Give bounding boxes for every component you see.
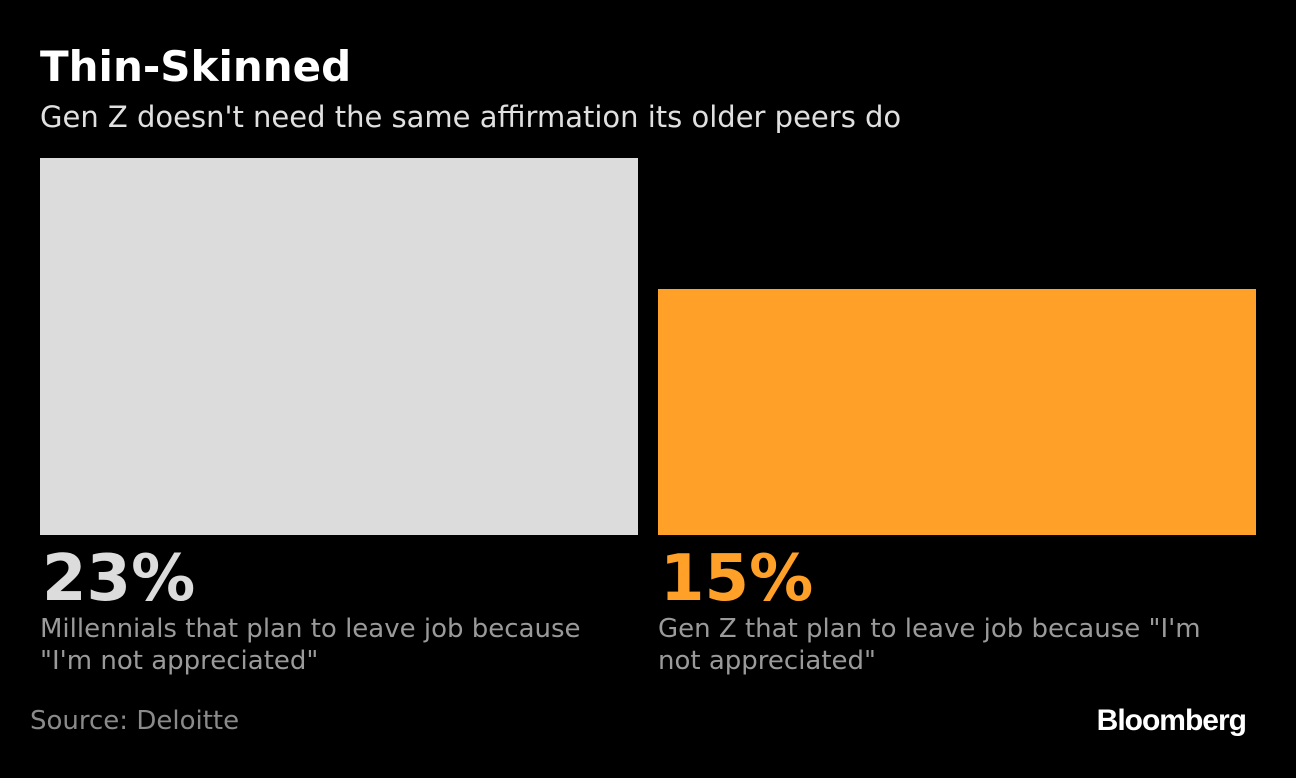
- source-note: Source: Deloitte: [30, 706, 240, 736]
- value-label: 23%: [42, 542, 196, 616]
- chart-subtitle: Gen Z doesn't need the same affirmation …: [40, 100, 902, 134]
- bar: [40, 158, 638, 535]
- category-label: Millennials that plan to leave job becau…: [40, 614, 581, 676]
- brand-logo: Bloomberg: [1096, 704, 1247, 737]
- value-label: 15%: [660, 542, 814, 616]
- category-label: Gen Z that plan to leave job because "I'…: [658, 614, 1201, 676]
- bar: [658, 289, 1256, 535]
- chart-title: Thin-Skinned: [40, 42, 352, 91]
